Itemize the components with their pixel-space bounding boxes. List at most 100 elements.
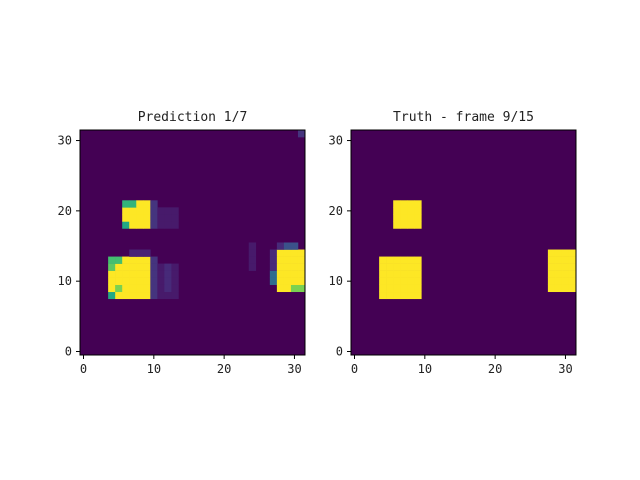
heatmap-cell: [122, 263, 130, 271]
y-tick-label: 20: [58, 204, 72, 218]
x-tick-label: 30: [287, 362, 301, 376]
heatmap-cell: [407, 284, 415, 293]
heatmap-cell: [414, 214, 422, 222]
x-tick-label: 0: [80, 362, 87, 376]
y-tick-label: 10: [329, 274, 343, 288]
heatmap-cell: [122, 214, 130, 222]
heatmap-cell: [115, 263, 123, 271]
heatmap-cell: [150, 256, 158, 264]
heatmap-cell: [143, 284, 151, 293]
heatmap-cell: [297, 277, 306, 285]
heatmap-cell: [150, 214, 158, 222]
heatmap-cell: [379, 284, 387, 293]
heatmap-cell: [129, 263, 137, 271]
heatmap-background: [80, 130, 305, 355]
heatmap-cell: [400, 207, 408, 215]
heatmap-cell: [386, 270, 394, 278]
heatmap-cell: [414, 207, 422, 215]
heatmap-cell: [393, 214, 401, 222]
heatmap-cell: [157, 214, 165, 222]
heatmap-cell: [283, 270, 292, 278]
heatmap-cell: [136, 263, 144, 271]
heatmap-cell: [122, 284, 130, 293]
heatmap-cell: [143, 200, 151, 208]
y-tick-label: 0: [336, 344, 343, 358]
heatmap-cell: [276, 263, 285, 271]
heatmap-cell: [171, 263, 179, 271]
heatmap-cell: [386, 256, 394, 264]
heatmap-cell: [171, 207, 179, 215]
y-tick-label: 30: [58, 134, 72, 148]
heatmap-cell: [407, 256, 415, 264]
heatmap-cell: [171, 284, 179, 293]
heatmap-cell: [414, 200, 422, 208]
heatmap-cell: [115, 291, 123, 300]
heatmap-cell: [400, 284, 408, 293]
heatmap-cell: [136, 249, 144, 257]
heatmap-cell: [283, 284, 292, 293]
heatmap-cell: [122, 221, 130, 229]
heatmap-cell: [276, 277, 285, 285]
heatmap-cell: [290, 256, 299, 264]
heatmap-cell: [407, 200, 415, 208]
heatmap-cell: [547, 249, 556, 257]
heatmap-cell: [150, 263, 158, 271]
heatmap-cell: [568, 263, 577, 271]
heatmap-cell: [143, 207, 151, 215]
heatmap-cell: [164, 263, 172, 271]
heatmap-cell: [393, 256, 401, 264]
heatmap-cell: [122, 277, 130, 285]
heatmap-cell: [393, 207, 401, 215]
heatmap-cell: [122, 200, 130, 208]
heatmap-cell: [547, 277, 556, 285]
heatmap-cell: [136, 291, 144, 300]
axes-frame: [350, 129, 577, 356]
heatmap-cell: [108, 277, 116, 285]
heatmap-cell: [568, 270, 577, 278]
heatmap-cell: [171, 221, 179, 229]
heatmap-cell: [554, 277, 563, 285]
heatmap-cell: [407, 270, 415, 278]
heatmap-cell: [561, 277, 570, 285]
heatmap-cell: [143, 291, 151, 300]
heatmap-cell: [400, 270, 408, 278]
heatmap-cell: [129, 200, 137, 208]
heatmap-cell: [290, 242, 299, 250]
heatmap-cell: [407, 291, 415, 300]
heatmap-cell: [115, 270, 123, 278]
heatmap-cell: [297, 284, 306, 293]
heatmap-cell: [164, 277, 172, 285]
heatmap-cell: [290, 249, 299, 257]
heatmap-cell: [379, 256, 387, 264]
heatmap-cell: [143, 256, 151, 264]
x-tick-label: 10: [147, 362, 161, 376]
heatmap-cell: [136, 277, 144, 285]
heatmap-cell: [269, 270, 278, 278]
heatmap-cell: [129, 256, 137, 264]
heatmap-cell: [248, 256, 257, 264]
heatmap-cell: [143, 249, 151, 257]
heatmap-cell: [400, 277, 408, 285]
heatmap-cell: [414, 256, 422, 264]
heatmap-cell: [122, 207, 130, 215]
x-tick-label: 10: [418, 362, 432, 376]
heatmap-cell: [171, 214, 179, 222]
heatmap-cell: [290, 284, 299, 293]
heatmap-cell: [379, 291, 387, 300]
heatmap-cell: [407, 207, 415, 215]
heatmap-cell: [150, 291, 158, 300]
heatmap-cell: [269, 256, 278, 264]
heatmap-cell: [554, 263, 563, 271]
heatmap-cell: [164, 207, 172, 215]
heatmap-cell: [157, 263, 165, 271]
heatmap-cell: [108, 256, 116, 264]
heatmap-cell: [108, 284, 116, 293]
heatmap-cell: [547, 256, 556, 264]
heatmap-cell: [248, 242, 257, 250]
heatmap-cell: [554, 270, 563, 278]
heatmap-cell: [393, 277, 401, 285]
heatmap-cell: [554, 284, 563, 293]
x-tick-label: 30: [558, 362, 572, 376]
heatmap-cell: [108, 263, 116, 271]
